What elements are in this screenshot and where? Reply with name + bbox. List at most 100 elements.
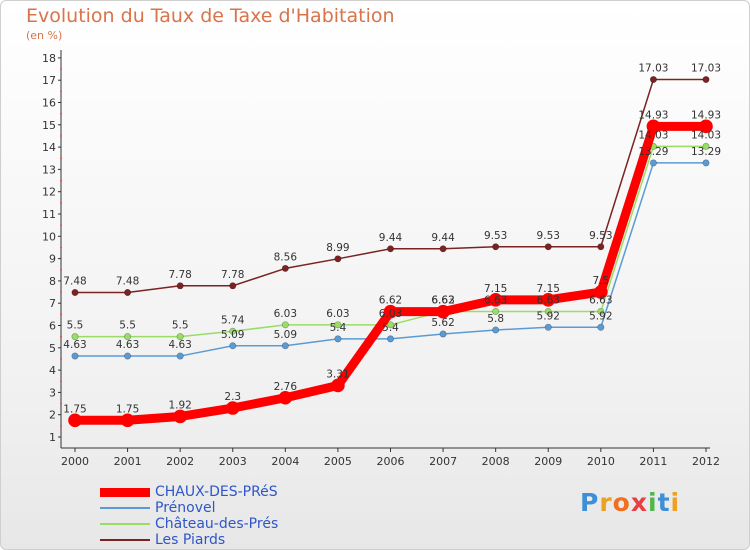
- data-label-1: 13.29: [638, 146, 668, 158]
- data-label-3: 8.56: [274, 251, 298, 263]
- series-point-0: [278, 390, 293, 405]
- series-point-1: [386, 335, 394, 343]
- x-tick-label: 2012: [692, 455, 720, 468]
- x-tick-label: 2010: [587, 455, 615, 468]
- y-tick-label: 8: [49, 275, 56, 288]
- x-tick-label: 2001: [114, 455, 142, 468]
- data-label-3: 7.48: [63, 275, 86, 287]
- data-label-2: 6.63: [589, 294, 612, 306]
- data-label-1: 5.62: [431, 317, 454, 329]
- series-point-1: [334, 335, 342, 343]
- chart-subtitle: (en %): [26, 29, 63, 42]
- logo-letter: o: [612, 488, 631, 517]
- legend-swatch: [100, 487, 150, 497]
- series-point-0: [646, 119, 661, 134]
- data-label-1: 4.63: [63, 339, 86, 351]
- x-tick-label: 2003: [219, 455, 247, 468]
- series-point-3: [597, 243, 605, 251]
- data-label-0: 7.5: [592, 275, 609, 287]
- data-label-0: 14.93: [691, 109, 721, 121]
- series-point-2: [124, 333, 132, 341]
- series-point-0: [331, 378, 345, 393]
- logo-letter: i: [648, 488, 658, 517]
- data-label-3: 9.44: [431, 232, 455, 244]
- series-point-2: [597, 307, 605, 315]
- data-label-1: 13.29: [691, 146, 721, 158]
- series-point-2: [71, 333, 79, 341]
- y-tick-label: 12: [42, 186, 56, 199]
- legend-swatch: [100, 539, 150, 541]
- y-minor-tick: [60, 268, 62, 271]
- y-minor-tick: [60, 68, 62, 71]
- data-label-0: 14.93: [638, 109, 668, 121]
- data-label-0: 1.75: [116, 403, 139, 415]
- series-point-0: [383, 304, 398, 319]
- data-label-3: 7.78: [168, 269, 191, 281]
- y-tick-label: 18: [42, 52, 56, 65]
- series-point-3: [492, 243, 500, 251]
- data-label-0: 6.62: [379, 295, 402, 307]
- series-point-1: [71, 352, 79, 360]
- y-minor-tick: [60, 313, 62, 316]
- y-tick-label: 3: [49, 386, 56, 399]
- data-label-2: 6.63: [484, 294, 507, 306]
- y-tick-label: 7: [49, 297, 56, 310]
- legend-swatch: [100, 507, 150, 509]
- data-label-0: 1.75: [63, 403, 86, 415]
- y-minor-tick: [60, 424, 62, 427]
- x-tick-label: 2008: [482, 455, 510, 468]
- data-label-0: 3.31: [326, 368, 349, 380]
- data-label-2: 5.5: [172, 320, 189, 332]
- y-tick-label: 5: [49, 342, 56, 355]
- data-label-1: 4.63: [168, 339, 191, 351]
- y-tick-label: 1: [49, 431, 56, 444]
- logo-letter: r: [599, 488, 613, 517]
- y-minor-tick: [60, 179, 62, 182]
- x-tick-label: 2005: [324, 455, 352, 468]
- x-tick-label: 2009: [534, 455, 562, 468]
- y-tick-label: 13: [42, 163, 56, 176]
- data-label-3: 7.78: [221, 269, 244, 281]
- series-point-1: [124, 352, 132, 360]
- x-tick-label: 2002: [166, 455, 194, 468]
- series-point-0: [436, 304, 450, 319]
- data-label-0: 7.15: [484, 283, 507, 295]
- data-label-1: 5.09: [274, 329, 297, 341]
- data-label-2: 14.03: [638, 129, 668, 141]
- data-label-0: 7.15: [537, 283, 560, 295]
- data-label-2: 6.03: [274, 308, 297, 320]
- series-point-3: [229, 282, 237, 290]
- y-minor-tick: [60, 335, 62, 338]
- series-point-2: [544, 307, 552, 315]
- series-point-2: [334, 321, 342, 329]
- series-point-0: [120, 413, 135, 428]
- y-tick-label: 4: [49, 364, 56, 377]
- legend-label: Prénovel: [155, 500, 216, 516]
- y-minor-tick: [60, 112, 62, 115]
- series-point-1: [702, 159, 710, 167]
- series-point-0: [541, 293, 556, 307]
- data-label-2: 6.03: [379, 308, 402, 320]
- series-point-2: [281, 321, 289, 329]
- data-label-3: 17.03: [691, 63, 721, 75]
- series-point-3: [702, 76, 710, 84]
- logo-letter: i: [670, 488, 681, 517]
- chart-title: Evolution du Taux de Taxe d'Habitation: [26, 5, 395, 27]
- y-minor-tick: [60, 201, 62, 204]
- series-point-2: [386, 321, 394, 329]
- logo-letter: P: [580, 488, 600, 517]
- series-point-1: [649, 159, 657, 167]
- series-point-3: [544, 243, 552, 251]
- series-point-0: [173, 409, 187, 424]
- data-label-3: 8.99: [326, 242, 349, 254]
- data-label-3: 9.53: [589, 230, 612, 242]
- series-point-2: [702, 142, 710, 150]
- series-point-3: [334, 255, 342, 263]
- series-point-2: [229, 327, 237, 335]
- y-minor-tick: [60, 90, 62, 93]
- data-label-1: 5.4: [330, 322, 347, 334]
- data-label-3: 9.53: [537, 230, 560, 242]
- data-label-2: 6.63: [431, 294, 454, 306]
